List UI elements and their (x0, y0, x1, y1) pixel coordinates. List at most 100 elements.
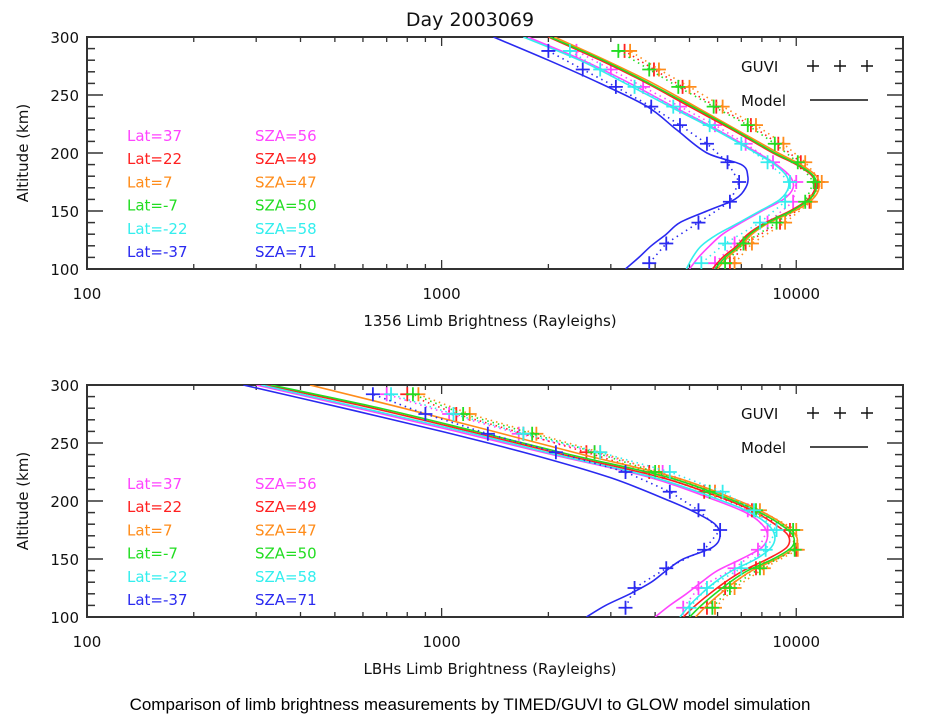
y-tick-label: 200 (50, 493, 79, 511)
legend-lat: Lat=-22 (127, 568, 188, 586)
guvi-point (627, 581, 642, 595)
guvi-point (642, 62, 657, 77)
legend-lat: Lat=37 (127, 475, 182, 493)
guvi-point (736, 236, 751, 251)
legend-lat: Lat=-37 (127, 591, 188, 609)
legend-sza: SZA=47 (255, 173, 317, 191)
guvi-point (627, 79, 642, 94)
guvi-point (782, 175, 797, 189)
x-tick-label: 10000 (772, 633, 820, 651)
guvi-point (623, 43, 638, 58)
guvi-point (706, 99, 721, 114)
guvi-point (734, 561, 749, 576)
guvi-point (480, 426, 495, 441)
legend-sza: SZA=58 (255, 220, 317, 238)
legend-guvi-symbol (834, 60, 846, 72)
guvi-point (722, 581, 737, 595)
plot-area (493, 37, 829, 269)
x-tick-label: 10000 (772, 285, 820, 303)
guvi-point (666, 99, 681, 114)
guvi-point (740, 118, 755, 133)
guvi-point (767, 136, 782, 151)
guvi-point (405, 387, 420, 402)
x-tick-label: 1000 (423, 633, 461, 651)
guvi-point (702, 118, 717, 133)
legend-lat: Lat=-37 (127, 243, 188, 261)
guvi-point (746, 503, 761, 518)
guvi-dotted-line (406, 393, 798, 609)
legend-sza: SZA=71 (255, 591, 317, 609)
guvi-point (593, 62, 608, 77)
guvi-point (699, 136, 714, 151)
legend-sza: SZA=56 (255, 475, 317, 493)
legend-sza: SZA=47 (255, 521, 317, 539)
guvi-point (691, 215, 706, 230)
plot-frame (86, 384, 904, 618)
guvi-point (699, 581, 714, 595)
y-tick-label: 150 (50, 203, 79, 221)
legend-lat: Lat=22 (127, 498, 182, 516)
guvi-dotted-line (547, 50, 741, 264)
legend-sza: SZA=71 (255, 243, 317, 261)
guvi-point (659, 561, 674, 576)
y-tick-label: 100 (50, 609, 79, 627)
y-tick-label: 300 (50, 29, 79, 47)
chart-title: Day 2003069 (406, 9, 534, 31)
guvi-point (769, 215, 784, 230)
guvi-dotted-line (412, 393, 796, 609)
x-tick-label: 1000 (423, 285, 461, 303)
guvi-point (778, 194, 793, 209)
guvi-point (418, 407, 433, 421)
guvi-point (648, 465, 663, 479)
model-line-Lat=-37 (493, 37, 749, 269)
guvi-point (732, 175, 747, 189)
x-axis-label: 1356 Limb Brightness (Rayleighs) (363, 312, 616, 330)
y-axis-label: Altitude (km) (14, 104, 32, 202)
legend-sza: SZA=50 (255, 545, 317, 563)
legend-lat: Lat=7 (127, 521, 173, 539)
legend-lat: Lat=-7 (127, 545, 178, 563)
guvi-point (541, 43, 556, 58)
guvi-point (790, 155, 805, 170)
model-line-Lat=22 (265, 385, 791, 617)
guvi-point (758, 542, 773, 557)
guvi-point (562, 43, 577, 58)
guvi-point (760, 155, 775, 170)
guvi-point (593, 445, 608, 460)
guvi-point (548, 445, 563, 460)
model-line-Lat=-22 (261, 385, 776, 617)
guvi-point (718, 256, 733, 269)
legend-sza: SZA=49 (255, 150, 317, 168)
model-line-Lat=-37 (243, 385, 721, 617)
guvi-point (752, 215, 767, 230)
guvi-point (662, 484, 677, 499)
legend-lat: Lat=22 (127, 150, 182, 168)
guvi-point (691, 503, 706, 518)
guvi-point (734, 136, 749, 151)
plot-frame (86, 36, 904, 270)
guvi-dotted-line (569, 50, 791, 264)
guvi-point (644, 99, 659, 114)
guvi-point (671, 79, 686, 94)
guvi-point (608, 79, 623, 94)
legend-model-label: Model (741, 92, 786, 110)
guvi-point (682, 600, 697, 615)
y-axis-label: Altitude (km) (14, 452, 32, 550)
guvi-point (752, 561, 767, 576)
guvi-point (365, 387, 380, 402)
y-tick-label: 250 (50, 435, 79, 453)
guvi-point (786, 523, 801, 537)
y-tick-label: 300 (50, 377, 79, 395)
x-tick-label: 100 (73, 633, 102, 651)
guvi-point (798, 194, 813, 209)
legend-sza: SZA=50 (255, 197, 317, 215)
panel-lbhs: 100 1000 10000 100 150 200 250 300 LBHs Limb Bri… (14, 377, 904, 678)
guvi-point (713, 523, 728, 537)
x-tick-label: 100 (73, 285, 102, 303)
guvi-point (769, 523, 784, 537)
legend-lat: Lat=7 (127, 173, 173, 191)
guvi-point (611, 43, 626, 58)
guvi-point (575, 62, 590, 77)
panel-1356: 100 1000 10000 100 150 200 250 300 1356 Limb Bri… (14, 29, 904, 330)
legend-guvi-symbol (807, 407, 819, 419)
